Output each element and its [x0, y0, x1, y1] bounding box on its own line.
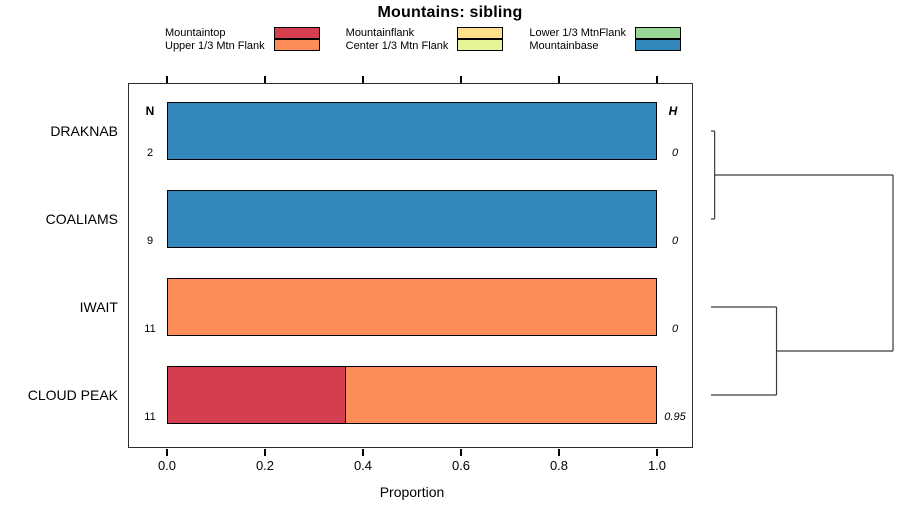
bar-segment [168, 279, 656, 335]
y-axis-label: IWAIT [79, 299, 118, 315]
x-axis-tick-label: 0.4 [353, 458, 373, 473]
h-value: 0 [671, 323, 679, 335]
bar-row [167, 278, 657, 336]
legend-swatch [634, 39, 681, 52]
y-axis-label: DRAKNAB [50, 123, 118, 139]
legend-swatch [273, 27, 320, 40]
n-value: 11 [144, 323, 156, 335]
x-axis-tick-label: 1.0 [647, 458, 667, 473]
legend-item-label: Lower 1/3 MtnFlank [529, 27, 626, 39]
x-axis-tick-bottom [656, 449, 658, 456]
legend: Mountaintop Upper 1/3 Mtn Flank Mountainfl… [165, 27, 681, 52]
x-axis-tick-top [264, 76, 266, 83]
x-axis-tick-bottom [264, 449, 266, 456]
h-value: 0 [671, 235, 679, 247]
x-axis-tick-label: 0.6 [451, 458, 471, 473]
legend-item-label: Mountainflank [345, 27, 415, 39]
legend-item-label: Upper 1/3 Mtn Flank [165, 39, 265, 52]
y-axis-label: CLOUD PEAK [27, 387, 118, 403]
bar-row [167, 190, 657, 248]
n-value: 11 [144, 411, 156, 423]
legend-column: Mountainflank Center 1/3 Mtn Flank [346, 27, 504, 52]
h-column-header: H [668, 104, 678, 118]
n-value: 2 [146, 147, 154, 159]
x-axis-title: Proportion [379, 484, 445, 500]
legend-item-label: Mountaintop [165, 27, 226, 39]
bar-segment [345, 367, 656, 423]
h-value: 0 [671, 147, 679, 159]
legend-item-label: Center 1/3 Mtn Flank [345, 39, 449, 52]
legend-swatch [457, 27, 504, 40]
legend-swatch [457, 39, 504, 52]
bar-row [167, 102, 657, 160]
x-axis-tick-bottom [166, 449, 168, 456]
x-axis-tick-top [460, 76, 462, 83]
n-value: 9 [146, 235, 154, 247]
x-axis-tick-top [558, 76, 560, 83]
n-column-header: N [145, 104, 155, 118]
x-axis-tick-top [362, 76, 364, 83]
bar-row [167, 366, 657, 424]
legend-column: Mountaintop Upper 1/3 Mtn Flank [165, 27, 320, 52]
x-axis-tick-top [166, 76, 168, 83]
x-axis-tick-label: 0.2 [255, 458, 275, 473]
legend-column: Lower 1/3 MtnFlank Mountainbase [529, 27, 681, 52]
x-axis-tick-bottom [362, 449, 364, 456]
x-axis-tick-bottom [558, 449, 560, 456]
h-value: 0.95 [664, 411, 686, 423]
legend-swatch [273, 39, 320, 52]
chart-title: Mountains: sibling [377, 4, 523, 21]
x-axis-tick-label: 0.8 [549, 458, 569, 473]
bar-segment [168, 103, 656, 159]
x-axis-tick-bottom [460, 449, 462, 456]
legend-item-label: Mountainbase [529, 39, 599, 52]
x-axis-tick-top [656, 76, 658, 83]
plot-area [128, 83, 693, 448]
x-axis-tick-label: 0.0 [157, 458, 177, 473]
legend-swatch [634, 27, 681, 40]
bar-segment [168, 191, 656, 247]
bar-segment [168, 367, 346, 423]
y-axis-label: COALIAMS [45, 211, 118, 227]
